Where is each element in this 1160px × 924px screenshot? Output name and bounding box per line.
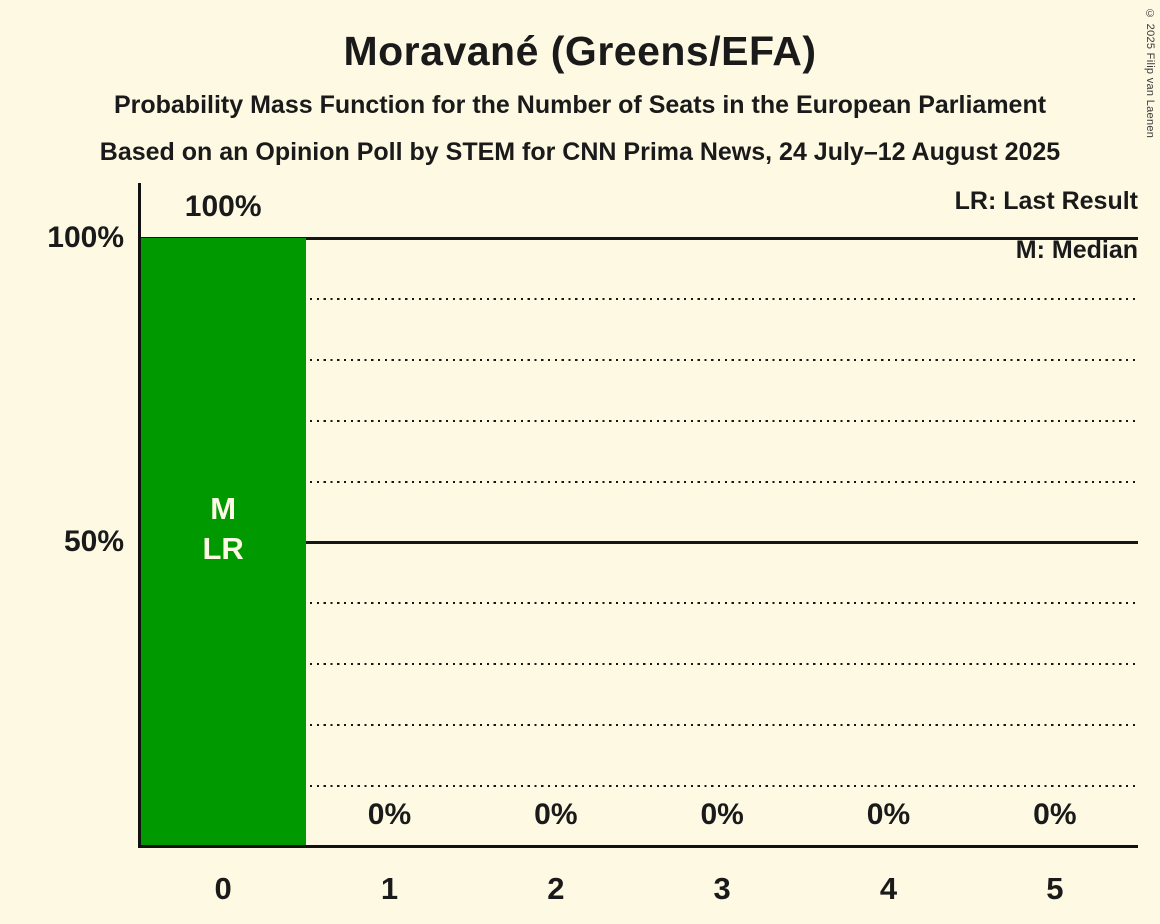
gridline-90pct <box>140 298 1138 300</box>
value-label-seat-1: 0% <box>367 798 412 831</box>
value-label-seat-4: 0% <box>866 798 911 831</box>
value-label-seat-3: 0% <box>700 798 744 831</box>
value-label-seat-5: 0% <box>1033 798 1077 831</box>
legend-median: M: Median <box>1015 236 1138 264</box>
x-axis-tick-1: 1 <box>380 871 399 906</box>
gridline-40pct <box>140 602 1138 604</box>
x-axis-line <box>138 845 1138 848</box>
gridline-30pct <box>140 663 1138 665</box>
legend-last-result: LR: Last Result <box>954 187 1138 215</box>
y-axis-tick-100: 100% <box>47 221 124 254</box>
gridline-100pct <box>140 237 1138 240</box>
y-axis-tick-50: 50% <box>63 525 124 558</box>
x-axis-tick-4: 4 <box>879 871 898 906</box>
x-axis-tick-2: 2 <box>547 871 565 906</box>
value-label-seat-2: 0% <box>534 798 578 831</box>
gridline-20pct <box>140 724 1138 726</box>
gridline-10pct <box>140 785 1138 787</box>
bar-median-lastresult-markers: M LR <box>140 489 306 569</box>
chart-title: Moravané (Greens/EFA) <box>343 28 817 74</box>
y-axis-line <box>138 183 141 848</box>
chart-subtitle-pmf: Probability Mass Function for the Number… <box>113 91 1047 119</box>
x-axis-tick-0: 0 <box>214 871 232 906</box>
gridline-60pct <box>140 481 1138 483</box>
x-axis-tick-3: 3 <box>713 871 731 906</box>
chart-subtitle-poll: Based on an Opinion Poll by STEM for CNN… <box>99 138 1061 166</box>
last-result-marker: LR <box>202 531 244 566</box>
gridline-70pct <box>140 420 1138 422</box>
value-label-seat-0: 100% <box>184 190 262 223</box>
gridline-50pct <box>140 541 1138 544</box>
bar-seat-0: M LR <box>140 238 307 847</box>
gridline-80pct <box>140 359 1138 361</box>
copyright-notice: © 2025 Filip van Laenen <box>1144 8 1156 139</box>
x-axis-tick-5: 5 <box>1046 871 1064 906</box>
plot-area: M LR <box>140 237 1138 847</box>
median-marker: M <box>210 491 237 526</box>
